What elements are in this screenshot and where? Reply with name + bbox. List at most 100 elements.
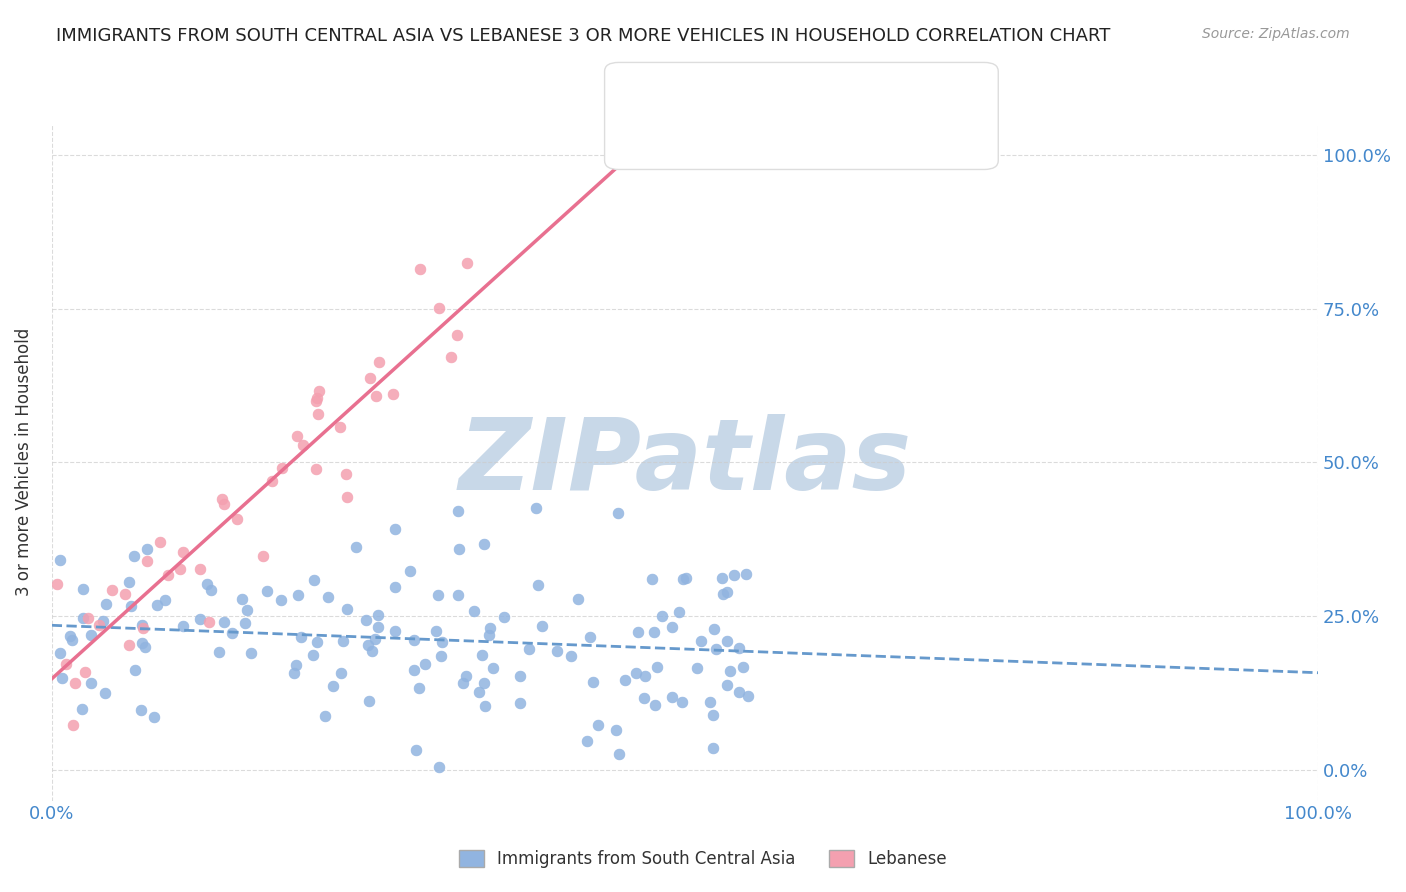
- Point: [471, 648, 494, 662]
- Point: [48, 646, 70, 660]
- Point: [578, 631, 600, 645]
- Point: [60, 633, 83, 648]
- Point: [188, 612, 211, 626]
- Point: [447, 541, 470, 556]
- Point: [198, 615, 221, 629]
- Point: [671, 695, 693, 709]
- Point: [359, 371, 381, 385]
- Point: [72, 611, 94, 625]
- Point: [208, 645, 231, 659]
- Point: [427, 301, 450, 315]
- Point: [367, 620, 389, 634]
- Point: [335, 490, 357, 504]
- Point: [582, 675, 605, 690]
- Point: [686, 661, 709, 675]
- Point: [233, 616, 256, 631]
- Point: [221, 626, 243, 640]
- Point: [135, 542, 157, 557]
- Point: [607, 747, 630, 761]
- Point: [560, 648, 582, 663]
- Point: [704, 641, 727, 656]
- Point: [134, 640, 156, 655]
- Point: [413, 657, 436, 672]
- Point: [302, 574, 325, 588]
- Point: [226, 512, 249, 526]
- Point: [360, 644, 382, 658]
- Point: [641, 572, 664, 586]
- Point: [93, 686, 115, 700]
- Point: [62, 718, 84, 732]
- Point: [236, 603, 259, 617]
- Point: [509, 696, 531, 710]
- Point: [702, 708, 724, 723]
- Point: [364, 632, 387, 646]
- Point: [239, 646, 262, 660]
- Point: [482, 660, 505, 674]
- Point: [624, 666, 647, 681]
- Point: [633, 690, 655, 705]
- Point: [702, 741, 724, 756]
- Point: [586, 718, 609, 732]
- Point: [627, 625, 650, 640]
- Point: [51, 671, 73, 685]
- Point: [576, 734, 599, 748]
- Point: [131, 636, 153, 650]
- Point: [447, 589, 470, 603]
- Text: ZIPatlas: ZIPatlas: [458, 414, 911, 511]
- Point: [527, 578, 550, 592]
- Point: [131, 618, 153, 632]
- Point: [737, 690, 759, 704]
- Point: [335, 467, 357, 481]
- Point: [359, 693, 381, 707]
- Point: [366, 389, 388, 403]
- Point: [55, 657, 77, 672]
- Point: [120, 599, 142, 613]
- Point: [214, 497, 236, 511]
- Point: [733, 660, 755, 674]
- Point: [432, 635, 454, 649]
- Point: [735, 566, 758, 581]
- Point: [472, 676, 495, 690]
- Point: [468, 685, 491, 699]
- Point: [305, 634, 328, 648]
- Point: [260, 474, 283, 488]
- Legend: Immigrants from South Central Asia, Lebanese: Immigrants from South Central Asia, Leba…: [453, 843, 953, 875]
- Point: [427, 760, 450, 774]
- Point: [367, 607, 389, 622]
- Point: [63, 676, 86, 690]
- Point: [322, 679, 344, 693]
- Point: [132, 622, 155, 636]
- Point: [172, 545, 194, 559]
- Point: [456, 256, 478, 270]
- Point: [508, 668, 530, 682]
- Point: [426, 588, 449, 602]
- Point: [398, 564, 420, 578]
- Point: [605, 723, 627, 738]
- Point: [72, 582, 94, 597]
- Point: [429, 648, 451, 663]
- Point: [357, 638, 380, 652]
- Point: [651, 608, 673, 623]
- Point: [723, 568, 745, 582]
- Point: [672, 572, 695, 586]
- Point: [367, 354, 389, 368]
- Point: [492, 610, 515, 624]
- Point: [517, 642, 540, 657]
- Point: [382, 387, 405, 401]
- Point: [346, 541, 368, 555]
- Point: [675, 571, 697, 585]
- Point: [77, 611, 100, 625]
- Point: [200, 583, 222, 598]
- Point: [472, 537, 495, 551]
- Text: Source: ZipAtlas.com: Source: ZipAtlas.com: [1202, 27, 1350, 41]
- Point: [479, 621, 502, 635]
- Point: [283, 666, 305, 681]
- Point: [252, 549, 274, 563]
- Point: [284, 658, 307, 673]
- Point: [402, 663, 425, 677]
- Point: [314, 709, 336, 723]
- Point: [645, 660, 668, 674]
- Point: [716, 678, 738, 692]
- Point: [302, 648, 325, 663]
- Point: [80, 676, 103, 690]
